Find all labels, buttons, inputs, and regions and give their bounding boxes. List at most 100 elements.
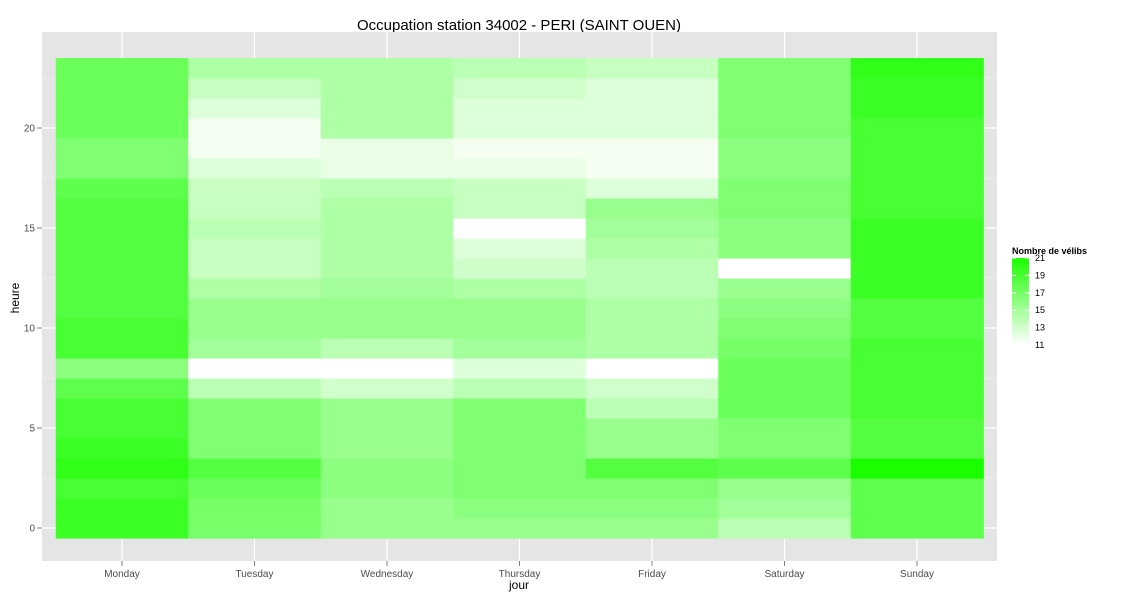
legend-ticks: 21 19 17 15 13 11 — [1012, 253, 1045, 350]
heatmap-tile — [188, 518, 322, 539]
heatmap-tile — [718, 278, 852, 299]
heatmap-tile — [453, 518, 587, 539]
heatmap-tile — [850, 158, 984, 179]
heatmap-tile — [718, 238, 852, 259]
heatmap-tile — [850, 118, 984, 139]
heatmap-tile — [585, 178, 719, 199]
heatmap-tile — [850, 478, 984, 499]
heatmap-tile — [320, 238, 454, 259]
heatmap-tile — [453, 478, 587, 499]
heatmap-tile — [453, 378, 587, 399]
heatmap-tile — [188, 98, 322, 119]
heatmap-tile — [320, 398, 454, 419]
heatmap-tile — [453, 198, 587, 219]
legend-tick-label: 11 — [1035, 340, 1044, 350]
heatmap-tile — [320, 378, 454, 399]
heatmap-tile — [850, 378, 984, 399]
heatmap-tile — [585, 278, 719, 299]
heatmap-tile — [453, 218, 587, 239]
heatmap-tile — [453, 178, 587, 199]
heatmap-tile — [188, 118, 322, 139]
heatmap-tile — [718, 58, 852, 79]
y-axis: 0 5 10 15 20 — [24, 124, 42, 535]
heatmap-tile — [585, 498, 719, 519]
legend: Nombre de vélibs 21 19 17 15 13 11 — [1012, 246, 1087, 350]
heatmap-tile — [320, 198, 454, 219]
heatmap-tile — [718, 338, 852, 359]
heatmap-tile — [55, 378, 189, 399]
heatmap-tile — [188, 138, 322, 159]
heatmap-tile — [188, 238, 322, 259]
heatmap-tile — [718, 98, 852, 119]
heatmap-tile — [188, 318, 322, 339]
heatmap-tile — [585, 418, 719, 439]
heatmap-tile — [718, 138, 852, 159]
heatmap-tile — [55, 158, 189, 179]
heatmap-tile — [55, 78, 189, 99]
x-axis-title: jour — [508, 578, 529, 592]
heatmap-tile — [188, 418, 322, 439]
heatmap-tile — [55, 178, 189, 199]
heatmap-tile — [585, 218, 719, 239]
heatmap-tile — [55, 438, 189, 459]
legend-tick-label: 17 — [1035, 288, 1045, 298]
heatmap-tile — [55, 498, 189, 519]
heatmap-tile — [55, 258, 189, 279]
legend-colorbar — [1012, 258, 1029, 345]
legend-tick-label: 15 — [1035, 305, 1045, 315]
x-tick-label: Tuesday — [236, 569, 274, 580]
heatmap-tile — [188, 438, 322, 459]
heatmap-tile — [188, 198, 322, 219]
heatmap-tile — [585, 198, 719, 219]
y-tick-label: 10 — [24, 324, 36, 335]
heatmap-tile — [55, 478, 189, 499]
x-tick-label: Thursday — [499, 569, 541, 580]
heatmap-tile — [55, 398, 189, 419]
heatmap-tile — [718, 118, 852, 139]
heatmap-tile — [320, 298, 454, 319]
heatmap-tile — [585, 358, 719, 379]
legend-tick-label: 21 — [1035, 253, 1045, 263]
heatmap-tile — [453, 278, 587, 299]
heatmap-tile — [55, 518, 189, 539]
heatmap-tile — [585, 298, 719, 319]
heatmap-tile — [188, 458, 322, 479]
heatmap-tile — [850, 418, 984, 439]
heatmap-tile — [718, 498, 852, 519]
heatmap-tile — [453, 58, 587, 79]
heatmap-tile — [55, 238, 189, 259]
heatmap-tile — [850, 278, 984, 299]
heatmap-tile — [188, 338, 322, 359]
heatmap-tiles — [55, 58, 984, 539]
heatmap-tile — [850, 338, 984, 359]
heatmap-tile — [320, 418, 454, 439]
heatmap-tile — [850, 238, 984, 259]
heatmap-tile — [718, 158, 852, 179]
heatmap-tile — [453, 358, 587, 379]
heatmap-tile — [585, 158, 719, 179]
heatmap-tile — [55, 298, 189, 319]
heatmap-tile — [320, 258, 454, 279]
heatmap-tile — [320, 158, 454, 179]
heatmap-tile — [320, 58, 454, 79]
heatmap-tile — [55, 358, 189, 379]
heatmap-tile — [453, 318, 587, 339]
heatmap-tile — [188, 478, 322, 499]
heatmap-tile — [850, 458, 984, 479]
heatmap-tile — [585, 118, 719, 139]
heatmap-tile — [585, 478, 719, 499]
heatmap-tile — [188, 178, 322, 199]
heatmap-tile — [585, 378, 719, 399]
heatmap-tile — [453, 498, 587, 519]
heatmap-tile — [850, 58, 984, 79]
heatmap-tile — [453, 458, 587, 479]
heatmap-tile — [585, 338, 719, 359]
heatmap-tile — [850, 78, 984, 99]
x-axis: Monday Tuesday Wednesday Thursday Friday Satu… — [104, 561, 934, 580]
y-tick-label: 15 — [24, 224, 36, 235]
heatmap-tile — [320, 458, 454, 479]
heatmap-tile — [55, 318, 189, 339]
heatmap-tile — [188, 498, 322, 519]
heatmap-tile — [453, 138, 587, 159]
heatmap-tile — [320, 118, 454, 139]
